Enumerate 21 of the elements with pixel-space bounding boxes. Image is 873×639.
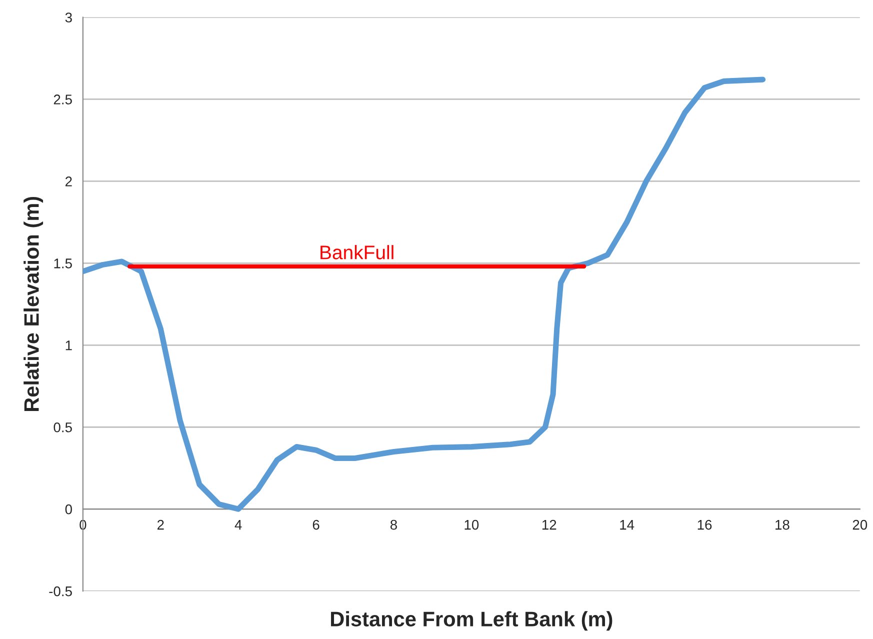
x-tick-label: 16 — [698, 520, 712, 530]
x-tick-label: 12 — [542, 520, 556, 530]
y-tick-label: 3 — [65, 12, 72, 22]
y-tick-label: 0 — [65, 504, 72, 514]
y-tick-label: -0.5 — [49, 586, 72, 596]
series-label: BankFull — [320, 245, 394, 260]
y-tick-label: 2 — [65, 176, 72, 186]
y-tick-label: 1 — [66, 340, 72, 350]
x-tick-label: 8 — [390, 520, 397, 530]
y-axis-title: Relative Elevation (m) — [24, 196, 44, 412]
x-tick-label: 14 — [620, 520, 634, 530]
x-tick-label: 20 — [852, 520, 868, 530]
y-tick-label: 1.5 — [54, 258, 72, 268]
x-axis-title: Distance From Left Bank (m) — [331, 611, 612, 631]
y-tick-label: 0.5 — [54, 422, 72, 432]
x-tick-label: 10 — [464, 520, 479, 530]
x-tick-label: 4 — [234, 520, 242, 530]
y-tick-label: 2.5 — [54, 94, 72, 104]
x-tick-label: 6 — [312, 520, 320, 530]
x-tick-label: 2 — [157, 520, 164, 530]
x-tick-label: 18 — [776, 520, 790, 530]
